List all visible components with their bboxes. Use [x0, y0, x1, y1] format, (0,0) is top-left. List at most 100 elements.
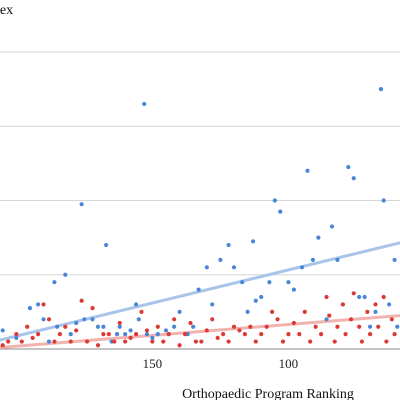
data-point-series-2	[52, 339, 57, 344]
data-point-series-1	[324, 317, 329, 322]
x-axis-title: Orthopaedic Program Ranking	[182, 387, 354, 400]
x-tick-label: 100	[279, 356, 299, 371]
data-point-series-1	[136, 317, 141, 322]
data-point-series-1	[104, 242, 109, 248]
data-point-series-1	[259, 294, 264, 300]
data-point-series-1	[172, 324, 177, 329]
data-point-series-2	[193, 339, 199, 344]
data-point-series-1	[150, 335, 155, 340]
data-point-series-2	[242, 332, 247, 337]
data-point-series-1	[196, 287, 201, 292]
data-point-series-1	[240, 280, 245, 285]
data-point-series-2	[182, 332, 188, 337]
data-point-series-2	[161, 339, 166, 344]
data-point-series-2	[332, 339, 337, 344]
data-points	[0, 87, 400, 348]
data-point-series-2	[384, 339, 389, 344]
data-point-series-2	[275, 317, 280, 322]
data-point-series-1	[267, 280, 272, 285]
data-point-series-2	[308, 339, 313, 344]
data-point-series-2	[226, 339, 231, 344]
data-point-series-2	[264, 324, 269, 329]
data-point-series-1	[27, 306, 33, 311]
data-point-series-1	[95, 324, 101, 329]
data-point-series-1	[74, 320, 79, 326]
data-point-series-2	[373, 302, 378, 307]
data-point-series-2	[204, 328, 209, 333]
data-point-series-2	[259, 332, 264, 337]
gridlines	[0, 51, 400, 276]
data-point-series-2	[248, 324, 253, 329]
data-point-series-2	[359, 339, 365, 344]
data-point-series-1	[123, 332, 128, 337]
data-point-series-1	[117, 324, 122, 329]
data-point-series-2	[106, 332, 111, 337]
data-point-series-2	[237, 328, 242, 333]
data-point-series-1	[218, 257, 223, 262]
data-point-series-1	[14, 335, 19, 340]
data-point-series-1	[357, 294, 362, 300]
data-point-series-2	[351, 291, 356, 296]
chart-title: lex	[0, 3, 13, 18]
data-point-series-1	[305, 168, 310, 173]
trendline-series-1	[0, 241, 400, 342]
data-point-series-1	[335, 257, 340, 262]
data-point-series-1	[351, 176, 356, 181]
data-point-series-1	[362, 294, 367, 300]
data-point-series-1	[101, 324, 106, 329]
data-point-series-2	[6, 339, 11, 344]
data-point-series-2	[343, 332, 348, 337]
data-point-series-1	[278, 209, 283, 214]
data-point-series-2	[215, 335, 220, 340]
data-point-series-2	[392, 332, 397, 337]
data-point-series-2	[389, 317, 394, 322]
data-point-series-2	[14, 332, 19, 337]
data-point-series-2	[84, 339, 90, 344]
data-point-series-1	[299, 265, 305, 270]
data-point-series-1	[114, 332, 120, 337]
data-point-series-1	[79, 202, 84, 207]
data-point-series-2	[139, 309, 144, 314]
data-point-series-1	[392, 257, 397, 262]
data-point-series-1	[133, 302, 139, 307]
data-point-series-2	[74, 328, 79, 333]
data-point-series-1	[41, 317, 46, 322]
x-tick-label: 150	[143, 356, 163, 371]
data-point-series-1	[250, 239, 256, 244]
data-point-series-1	[367, 324, 373, 329]
data-point-series-2	[357, 324, 362, 329]
data-point-series-2	[95, 343, 101, 348]
data-point-series-2	[286, 332, 291, 337]
data-point-series-1	[63, 272, 68, 277]
data-point-series-1	[90, 317, 95, 322]
data-point-series-2	[30, 335, 35, 340]
data-point-series-1	[316, 235, 321, 240]
data-point-series-2	[291, 320, 296, 326]
data-point-series-2	[177, 343, 182, 348]
data-point-series-2	[188, 320, 193, 326]
data-point-series-2	[0, 343, 5, 348]
data-point-series-1	[163, 328, 169, 333]
x-tick-labels: 150 100	[143, 356, 299, 371]
data-point-series-1	[210, 302, 215, 307]
data-point-series-1	[128, 328, 133, 333]
data-point-series-2	[313, 324, 318, 329]
data-point-series-2	[112, 339, 117, 344]
data-point-series-1	[245, 309, 250, 314]
data-point-series-2	[381, 294, 386, 300]
data-point-series-1	[387, 302, 392, 307]
data-point-series-2	[172, 317, 177, 322]
data-point-series-1	[35, 302, 41, 307]
data-point-series-1	[177, 309, 182, 314]
data-point-series-2	[128, 335, 133, 340]
data-point-series-2	[221, 332, 226, 337]
data-point-series-1	[231, 265, 237, 270]
data-point-series-1	[0, 328, 5, 333]
data-point-series-2	[231, 324, 237, 329]
data-point-series-2	[46, 317, 52, 322]
data-point-series-1	[395, 324, 400, 329]
data-point-series-2	[367, 332, 373, 337]
data-point-series-1	[373, 309, 378, 314]
data-point-series-1	[226, 242, 231, 248]
